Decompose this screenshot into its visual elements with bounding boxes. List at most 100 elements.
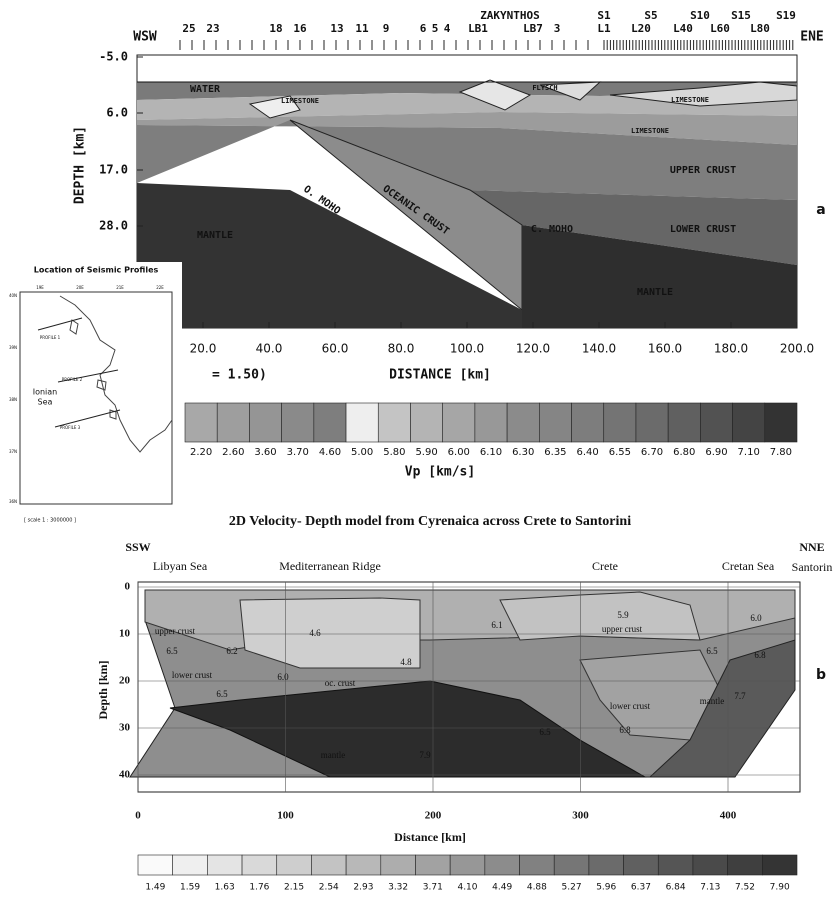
- direction-label: WSW: [133, 30, 157, 45]
- colorbar-cell: [185, 403, 217, 442]
- direction-label: SSW: [125, 540, 150, 554]
- sea-label: Sea: [38, 398, 53, 407]
- layer-label: FLYSCH: [532, 84, 557, 92]
- station-label: S15: [731, 9, 751, 22]
- station-label: 16: [293, 22, 307, 35]
- colorbar-cell: [277, 855, 312, 875]
- place-label: Mediterranean Ridge: [279, 559, 381, 573]
- colorbar-label: 3.60: [254, 447, 276, 458]
- colorbar-label: 1.59: [180, 883, 200, 893]
- colorbar-label: 2.54: [319, 883, 339, 893]
- y-tick-label: 30: [119, 722, 131, 734]
- station-label: L1: [597, 22, 611, 35]
- station-label: S10: [690, 9, 710, 22]
- colorbar-label: 4.10: [457, 883, 477, 893]
- y-tick-label: 17.0: [99, 163, 128, 177]
- station-label: 3: [554, 22, 561, 35]
- region-label: mantle: [700, 696, 725, 706]
- colorbar-cell: [415, 855, 450, 875]
- layer-label: MANTLE: [637, 287, 673, 298]
- x-tick-label: 140.0: [582, 342, 616, 356]
- x-axis-label: DISTANCE [km]: [389, 368, 491, 383]
- region-label: 7.9: [419, 750, 431, 760]
- colorbar-cell: [636, 403, 668, 442]
- region-label: 7.7: [734, 691, 746, 701]
- y-axis-label: DEPTH [km]: [73, 126, 88, 204]
- region-label: lower crust: [610, 701, 651, 711]
- colorbar-cell: [485, 855, 520, 875]
- station-label: 23: [206, 22, 219, 35]
- place-label: Cretan Sea: [722, 559, 775, 573]
- station-label: 11: [355, 22, 369, 35]
- y-tick-label: 0: [125, 581, 131, 593]
- colorbar-label: 2.60: [222, 447, 244, 458]
- layer-label: LIMESTONE: [631, 127, 669, 135]
- colorbar-label: 7.10: [738, 447, 760, 458]
- colorbar-cell: [668, 403, 700, 442]
- colorbar-cell: [589, 855, 624, 875]
- region-label: 6.8: [754, 650, 766, 660]
- region-label: 6.5: [216, 689, 228, 699]
- colorbar-cell: [443, 403, 475, 442]
- colorbar-label: 6.37: [631, 883, 651, 893]
- sea-label: Ionian: [33, 388, 58, 397]
- direction-label: ENE: [800, 30, 823, 45]
- panel-b-title: 2D Velocity- Depth model from Cyrenaica …: [229, 514, 631, 529]
- layer-label: MANTLE: [197, 230, 233, 241]
- profile-label: PROFILE 3: [60, 425, 81, 430]
- colorbar-cell: [475, 403, 507, 442]
- colorbar-label: 1.76: [249, 883, 269, 893]
- region-label: oc. crust: [325, 678, 356, 688]
- colorbar-cell: [346, 403, 378, 442]
- colorbar-label: 6.35: [544, 447, 566, 458]
- station-label: S5: [644, 9, 657, 22]
- region-label: lower crust: [172, 670, 213, 680]
- colorbar-cell: [217, 403, 249, 442]
- colorbar-cell: [520, 855, 555, 875]
- region-label: upper crust: [155, 626, 196, 636]
- station-label: LB1: [468, 22, 488, 35]
- station-label: LB7: [523, 22, 543, 35]
- station-label: 18: [269, 22, 282, 35]
- y-tick-label: -5.0: [99, 50, 128, 64]
- inset-tick-label: 22E: [156, 285, 164, 290]
- layer-label: UPPER CRUST: [670, 165, 736, 176]
- x-tick-label: 200: [425, 810, 442, 822]
- x-tick-label: 40.0: [256, 342, 283, 356]
- place-label: Crete: [592, 559, 618, 573]
- region-label: 4.6: [309, 628, 321, 638]
- x-tick-label: 100.0: [450, 342, 484, 356]
- colorbar-label: 5.96: [596, 883, 616, 893]
- colorbar-label: 2.93: [353, 883, 373, 893]
- colorbar-label: 7.90: [770, 883, 790, 893]
- ridge-sediments: [240, 598, 420, 668]
- colorbar-label: 4.49: [492, 883, 512, 893]
- station-label: L40: [673, 22, 693, 35]
- colorbar-cell: [378, 403, 410, 442]
- direction-label: NNE: [799, 540, 824, 554]
- region-label: 6.5: [166, 646, 178, 656]
- colorbar-label: 5.00: [351, 447, 373, 458]
- region-label: 6.0: [277, 672, 289, 682]
- x-tick-label: 20.0: [190, 342, 217, 356]
- colorbar-cell: [700, 403, 732, 442]
- colorbar-label: 1.49: [145, 883, 165, 893]
- colorbar-title: Vp [km/s]: [405, 465, 475, 480]
- x-tick-label: 160.0: [648, 342, 682, 356]
- region-label: 6.1: [491, 620, 502, 630]
- colorbar-cell: [346, 855, 381, 875]
- station-label: 13: [330, 22, 343, 35]
- colorbar-label: 2.15: [284, 883, 304, 893]
- profile-label: PROFILE 2: [62, 377, 83, 382]
- x-tick-label: 200.0: [780, 342, 814, 356]
- colorbar-cell: [658, 855, 693, 875]
- y-tick-label: 28.0: [99, 219, 128, 233]
- colorbar-cell: [507, 403, 539, 442]
- region-label: 6.5: [706, 646, 718, 656]
- colorbar-label: 2.20: [190, 447, 212, 458]
- x-tick-label: 300: [572, 810, 589, 822]
- colorbar-cell: [728, 855, 763, 875]
- colorbar-label: 3.71: [423, 883, 443, 893]
- colorbar-cell: [693, 855, 728, 875]
- colorbar-label: 5.90: [415, 447, 437, 458]
